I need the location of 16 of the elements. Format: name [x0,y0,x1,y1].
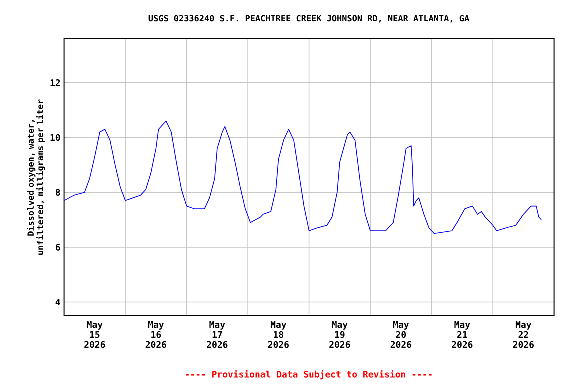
y-tick-label: 12 [50,80,60,86]
text: ---- Provisional Data Subject to Revision ---- [186,370,432,380]
x-tick-label: May 17 2026 [207,322,228,348]
x-tick-label: May 15 2026 [84,322,106,348]
x-tick-label: May 19 2026 [330,322,350,348]
y-tick-label: 4 [56,299,60,306]
x-tick-label: May 18 2026 [268,322,289,348]
y-tick-label: 8 [56,189,60,196]
x-tick-label: May 21 2026 [452,322,473,348]
y-tick-label: 10 [50,134,60,142]
y-tick-label: 6 [56,244,60,251]
chart-title: USGS 02336240 S.F. PEACHTREE CREEK JOHNSON RD, NEAR ATLANTA, GA [148,15,470,23]
y-axis-title: Dissolved oxygen, water, unfiltered, milligrams per liter [27,100,46,255]
x-tick-label: May 16 2026 [146,322,166,348]
x-tick-label: May 20 2026 [390,322,412,348]
x-tick-label: May 22 2026 [513,322,534,348]
